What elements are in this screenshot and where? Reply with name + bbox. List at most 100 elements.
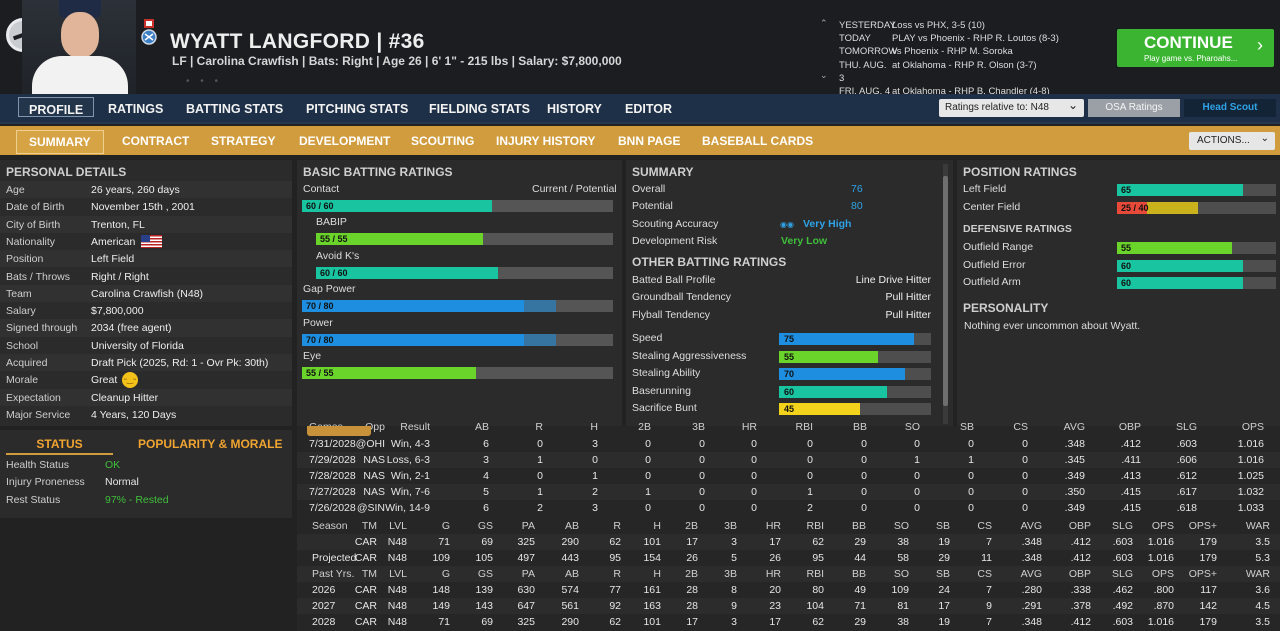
nav-pitching-stats[interactable]: PITCHING STATS [306, 102, 409, 116]
batting-rating-bar: 55 / 55 [302, 367, 613, 379]
personal-row: Salary $7,800,000 [0, 302, 292, 320]
actions-dropdown[interactable]: ACTIONS... ⌄ [1189, 132, 1275, 150]
table-cell: .603 [1112, 552, 1133, 564]
osa-ratings-button[interactable]: OSA Ratings [1088, 99, 1180, 117]
table-cell: 1 [537, 454, 543, 466]
table-cell: 7/29/2028 [309, 454, 356, 466]
table-cell: Loss, 6-3 [386, 454, 430, 466]
nav-batting-stats[interactable]: BATTING STATS [186, 102, 284, 116]
subtab-bnn-page[interactable]: BNN PAGE [618, 134, 681, 148]
table-cell: 0 [914, 486, 920, 498]
nav-editor[interactable]: EDITOR [625, 102, 672, 116]
continue-button[interactable]: CONTINUE Play game vs. Pharoahs... › [1117, 29, 1274, 67]
nav-fielding-stats[interactable]: FIELDING STATS [429, 102, 530, 116]
table-cell: OPS [1151, 568, 1174, 580]
defense-name: Outfield Arm [963, 276, 1021, 288]
table-row[interactable]: 2028 CAR N48 71 69 325 290 62 101 17 3 17 62 29 38 19 7.… [297, 614, 1280, 630]
table-cell: 3.5 [1255, 616, 1270, 628]
table-row[interactable]: 7/26/2028 @SIN Win, 14-9 6 2 3 0 0 0 2 0 0 0 0 .349 .41… [297, 500, 1280, 516]
table-cell: 0 [537, 470, 543, 482]
table-cell: 5 [483, 486, 489, 498]
table-row[interactable]: 2026 CAR N48 148 139 630 574 77 161 28 8 20 80 49 109 2… [297, 582, 1280, 598]
sub-nav: SUMMARY CONTRACT STRATEGY DEVELOPMENT SC… [0, 126, 1280, 155]
schedule-row[interactable]: THU. AUG. 3 at Oklahoma - RHP R. Olson (3… [820, 59, 1112, 85]
personal-key: Position [6, 253, 44, 266]
table-cell: 19 [938, 536, 950, 548]
tab-popularity-morale[interactable]: POPULARITY & MORALE [138, 437, 283, 451]
schedule-row[interactable]: TODAY PLAY vs Phoenix - RHP R. Loutos (8-… [820, 32, 1112, 45]
subtab-baseball-cards[interactable]: BASEBALL CARDS [702, 134, 814, 148]
subtab-summary[interactable]: SUMMARY [16, 130, 104, 154]
table-cell: 3B [724, 568, 737, 580]
schedule-down-icon[interactable]: ⌄ [820, 70, 828, 80]
schedule-row[interactable]: YESTERDAY Loss vs PHX, 3-5 (10) [820, 19, 1112, 32]
table-row[interactable]: Projected CAR N48 109 105 497 443 95 154 26 5 26 95 4… [297, 550, 1280, 566]
schedule-up-icon[interactable]: ⌃ [820, 18, 828, 28]
table-cell: AVG [1063, 421, 1085, 433]
subtab-contract[interactable]: CONTRACT [122, 134, 190, 148]
personal-key: Date of Birth [6, 201, 65, 214]
subtab-scouting[interactable]: SCOUTING [411, 134, 475, 148]
table-cell: 0 [914, 502, 920, 514]
subtab-injury-history[interactable]: INJURY HISTORY [496, 134, 596, 148]
head-scout-button[interactable]: Head Scout [1184, 99, 1276, 117]
summary-bar-fill [779, 350, 878, 363]
table-cell: .291 [1021, 600, 1042, 612]
games-header-tab[interactable] [307, 426, 371, 436]
table-cell: 290 [561, 616, 579, 628]
table-cell: 101 [643, 616, 661, 628]
schedule-row[interactable]: FRI. AUG. 4 at Oklahoma - RHP B. Chandler… [820, 85, 1112, 98]
table-cell: 0 [699, 454, 705, 466]
table-row[interactable]: 2027 CAR N48 149 143 647 561 92 163 28 9 23 104 71 81 1… [297, 598, 1280, 614]
table-cell: N48 [387, 616, 407, 628]
table-cell: TM [361, 568, 377, 580]
table-row[interactable]: CAR N48 71 69 325 290 62 101 17 3 17 62 29 38 19 7 .348.… [297, 534, 1280, 550]
table-cell: 117 [1200, 584, 1217, 596]
table-cell: 1 [592, 470, 598, 482]
table-row[interactable]: 7/28/2028 NAS Win, 2-1 4 0 1 0 0 0 0 0 0 0 0 .349 .413.… [297, 468, 1280, 484]
personal-key: Acquired [6, 357, 48, 369]
summary-scrollbar[interactable] [943, 164, 948, 424]
table-cell: .603 [1112, 536, 1133, 548]
table-cell: 0 [968, 486, 974, 498]
schedule-day: TODAY [839, 33, 871, 45]
position-name: Left Field [963, 183, 1007, 195]
batting-current-fill [302, 200, 493, 212]
schedule-row[interactable]: TOMORROW vs Phoenix - RHP M. Soroka [820, 45, 1112, 58]
table-cell: 109 [891, 584, 909, 596]
summary-bar-fill [779, 385, 887, 398]
table-cell: 105 [475, 552, 493, 564]
table-cell: 0 [537, 438, 543, 450]
table-cell: CS [977, 568, 992, 580]
batting-rating-name: Contact [303, 183, 340, 195]
ratings-relative-select[interactable]: Ratings relative to: N48 [939, 98, 1084, 117]
table-row[interactable]: 7/29/2028 NAS Loss, 6-3 3 1 0 0 0 0 0 0 1 1 0 .345 .411… [297, 452, 1280, 468]
personal-value: 2034 (free agent) [91, 322, 172, 335]
table-cell: 0 [1022, 502, 1028, 514]
table-cell: HR [741, 421, 757, 433]
carousel-dots[interactable]: • • • [186, 76, 223, 87]
nav-ratings[interactable]: RATINGS [108, 102, 164, 116]
table-cell: 6 [483, 438, 489, 450]
nav-profile[interactable]: PROFILE [18, 97, 95, 117]
table-cell: BB [851, 568, 866, 580]
table-row[interactable]: 7/27/2028 NAS Win, 7-6 5 1 2 1 0 0 1 0 0 0 0 .350 .415.… [297, 484, 1280, 500]
summary-bar-name: Stealing Ability [632, 367, 701, 379]
tab-status[interactable]: STATUS [6, 435, 113, 455]
nav-history[interactable]: HISTORY [547, 102, 602, 116]
table-row[interactable]: 7/31/2028 @OHI Win, 4-3 6 0 3 0 0 0 0 0 0 0 0 .348 .412… [297, 436, 1280, 452]
table-cell: 62 [812, 616, 824, 628]
personal-value: University of Florida [91, 339, 184, 352]
table-cell: 71 [438, 616, 450, 628]
subtab-strategy[interactable]: STRATEGY [211, 134, 276, 148]
table-cell: 0 [1022, 438, 1028, 450]
table-cell: OPS+ [1188, 568, 1217, 580]
table-cell: SLG [1111, 520, 1133, 532]
personal-row: Nationality American [0, 232, 292, 251]
subtab-development[interactable]: DEVELOPMENT [299, 134, 391, 148]
schedule-day: FRI. AUG. 4 [839, 86, 891, 98]
table-cell: .870 [1153, 600, 1174, 612]
table-cell: 0 [861, 470, 867, 482]
table-cell: N48 [387, 600, 407, 612]
personal-key: Morale [6, 374, 39, 387]
